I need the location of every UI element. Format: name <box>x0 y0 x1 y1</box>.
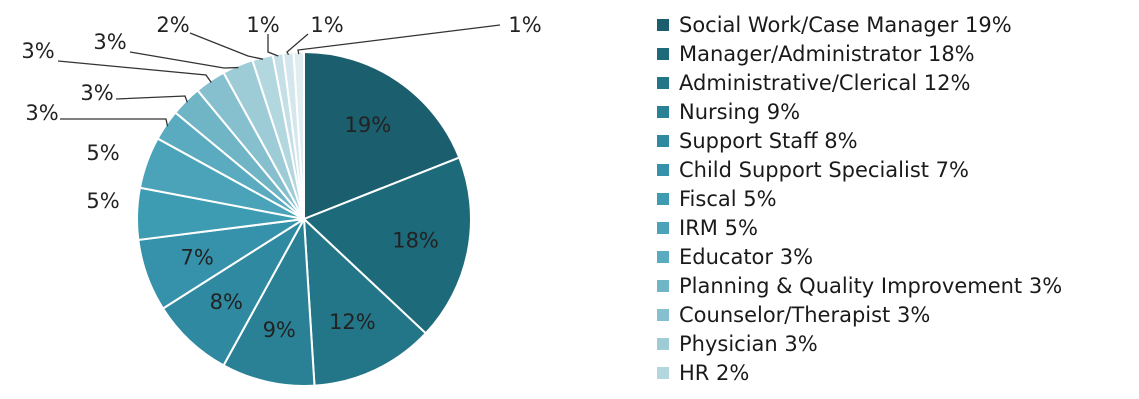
legend-label: Planning & Quality Improvement 3% <box>679 273 1063 298</box>
legend-swatch <box>657 337 669 350</box>
leader-lines <box>57 24 501 127</box>
legend-label: Social Work/Case Manager 19% <box>679 12 1012 37</box>
legend-label: Support Staff 8% <box>679 128 858 153</box>
slice-label: 1% <box>246 13 279 37</box>
pie-chart: 19% 18% 12% 9% 8% 7% 5% 5% 3% 3% 3% 3% 2% 1% 1% 1% <box>21 13 542 387</box>
legend-item-educator: Educator 3% <box>657 242 1062 271</box>
legend-label: Manager/Administrator 18% <box>679 41 975 66</box>
leader-line <box>129 51 239 69</box>
legend-swatch <box>657 18 669 31</box>
leader-line <box>115 95 188 103</box>
leader-line <box>60 118 169 127</box>
legend-item-social-work-case-manager: Social Work/Case Manager 19% <box>657 10 1062 39</box>
legend-item-support-staff: Support Staff 8% <box>657 126 1062 155</box>
slice-label: 18% <box>392 228 439 252</box>
leader-line <box>286 33 309 56</box>
slice-label: 9% <box>263 318 296 342</box>
legend-label: Physician 3% <box>679 331 818 356</box>
legend-item-hr: HR 2% <box>657 358 1062 387</box>
legend-item-nursing: Nursing 9% <box>657 97 1062 126</box>
legend-label: Educator 3% <box>679 244 814 269</box>
legend-swatch <box>657 279 669 292</box>
legend-swatch <box>657 76 669 89</box>
legend-swatch <box>657 105 669 118</box>
legend-swatch <box>657 308 669 321</box>
legend-label: Administrative/Clerical 12% <box>679 70 971 95</box>
slice-label: 3% <box>93 30 126 54</box>
leader-line <box>267 34 279 57</box>
legend-label: Fiscal 5% <box>679 186 777 211</box>
legend-swatch <box>657 47 669 60</box>
legend-label: Child Support Specialist 7% <box>679 157 970 182</box>
legend-item-manager-administrator: Manager/Administrator 18% <box>657 39 1062 68</box>
slice-label: 3% <box>25 101 58 125</box>
slice-label: 1% <box>310 13 343 37</box>
legend-label: IRM 5% <box>679 215 758 240</box>
slice-label: 1% <box>508 13 541 37</box>
legend-item-child-support-specialist: Child Support Specialist 7% <box>657 155 1062 184</box>
legend-swatch <box>657 221 669 234</box>
leader-line <box>189 32 264 60</box>
legend-item-administrative-clerical: Administrative/Clerical 12% <box>657 68 1062 97</box>
slice-label: 3% <box>21 39 54 63</box>
slice-label: 2% <box>156 13 189 37</box>
legend-swatch <box>657 366 669 379</box>
legend-item-counselor-therapist: Counselor/Therapist 3% <box>657 300 1062 329</box>
pie-slice-manager-administrator-1 <box>302 156 472 335</box>
legend-label: Nursing 9% <box>679 99 801 124</box>
leader-line <box>57 60 212 83</box>
pie-slice-social-work-case-manager-0 <box>303 50 461 221</box>
slice-label: 7% <box>180 245 213 269</box>
slice-label: 5% <box>86 189 119 213</box>
pie-slice-nursing-3 <box>222 215 316 387</box>
legend-label: HR 2% <box>679 360 750 385</box>
legend-swatch <box>657 134 669 147</box>
slice-label: 19% <box>344 113 391 137</box>
pie-slice-administrative-clerical-2 <box>302 216 428 387</box>
slice-labels: 19% 18% 12% 9% 8% 7% 5% 5% 3% 3% 3% 3% 2% 1% 1% 1% <box>21 13 541 342</box>
leader-line <box>297 24 501 55</box>
slice-label: 12% <box>329 310 376 334</box>
legend-swatch <box>657 163 669 176</box>
slice-label: 8% <box>210 290 243 314</box>
legend: Social Work/Case Manager 19% Manager/Admi… <box>657 10 1062 387</box>
legend-swatch <box>657 192 669 205</box>
legend-item-planning-quality-improvement: Planning & Quality Improvement 3% <box>657 271 1062 300</box>
legend-item-physician: Physician 3% <box>657 329 1062 358</box>
legend-item-fiscal: Fiscal 5% <box>657 184 1062 213</box>
slice-label: 5% <box>86 141 119 165</box>
legend-swatch <box>657 250 669 263</box>
slice-label: 3% <box>80 81 113 105</box>
legend-item-irm: IRM 5% <box>657 213 1062 242</box>
legend-label: Counselor/Therapist 3% <box>679 302 931 327</box>
pie-slices <box>136 50 472 387</box>
